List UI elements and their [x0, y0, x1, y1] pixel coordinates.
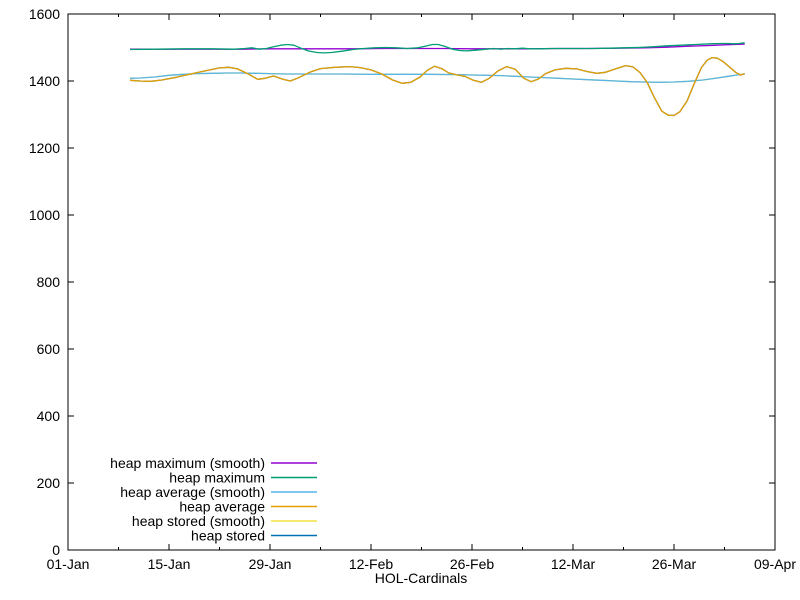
series-line-heap-average	[129, 56, 745, 117]
y-tick-label: 1200	[29, 140, 60, 156]
x-tick-label: 01-Jan	[47, 556, 90, 572]
series-line-heap-maximum	[129, 42, 745, 54]
legend-label: heap stored (smooth)	[132, 513, 265, 529]
y-tick-label: 600	[37, 341, 61, 357]
legend-label: heap maximum (smooth)	[110, 455, 265, 471]
data-series	[129, 42, 745, 117]
legend-label: heap average (smooth)	[120, 484, 265, 500]
y-tick-label: 800	[37, 274, 61, 290]
y-tick-label: 1000	[29, 207, 60, 223]
x-tick-label: 12-Mar	[551, 556, 596, 572]
legend-entry: heap maximum	[169, 470, 317, 486]
y-tick-label: 400	[37, 408, 61, 424]
x-tick-label: 26-Mar	[652, 556, 697, 572]
legend-entry: heap maximum (smooth)	[110, 455, 317, 471]
legend-label: heap stored	[191, 528, 265, 544]
legend-entry: heap average (smooth)	[120, 484, 317, 500]
axes: 0 200 400 600 800 1000 1200 1400 1600 01-Jan 15-Ja…	[29, 6, 796, 572]
legend-entry: heap average	[179, 499, 317, 515]
series-line-heap-average-smooth	[129, 72, 745, 83]
legend-entry: heap stored (smooth)	[132, 513, 317, 529]
x-tick-label: 26-Feb	[450, 556, 495, 572]
y-tick-label: 0	[52, 542, 60, 558]
legend-label: heap maximum	[169, 470, 265, 486]
y-tick-label: 200	[37, 475, 61, 491]
x-tick-label: 12-Feb	[349, 556, 394, 572]
series-line-heap-stored	[129, 56, 745, 117]
legend-entry: heap stored	[191, 528, 317, 544]
x-tick-label: 09-Apr	[754, 556, 796, 572]
x-axis-title: HOL-Cardinals	[375, 570, 468, 586]
y-tick-label: 1600	[29, 6, 60, 22]
legend-label: heap average	[179, 499, 265, 515]
x-tick-label: 29-Jan	[249, 556, 292, 572]
x-tick-label: 15-Jan	[148, 556, 191, 572]
y-tick-label: 1400	[29, 73, 60, 89]
